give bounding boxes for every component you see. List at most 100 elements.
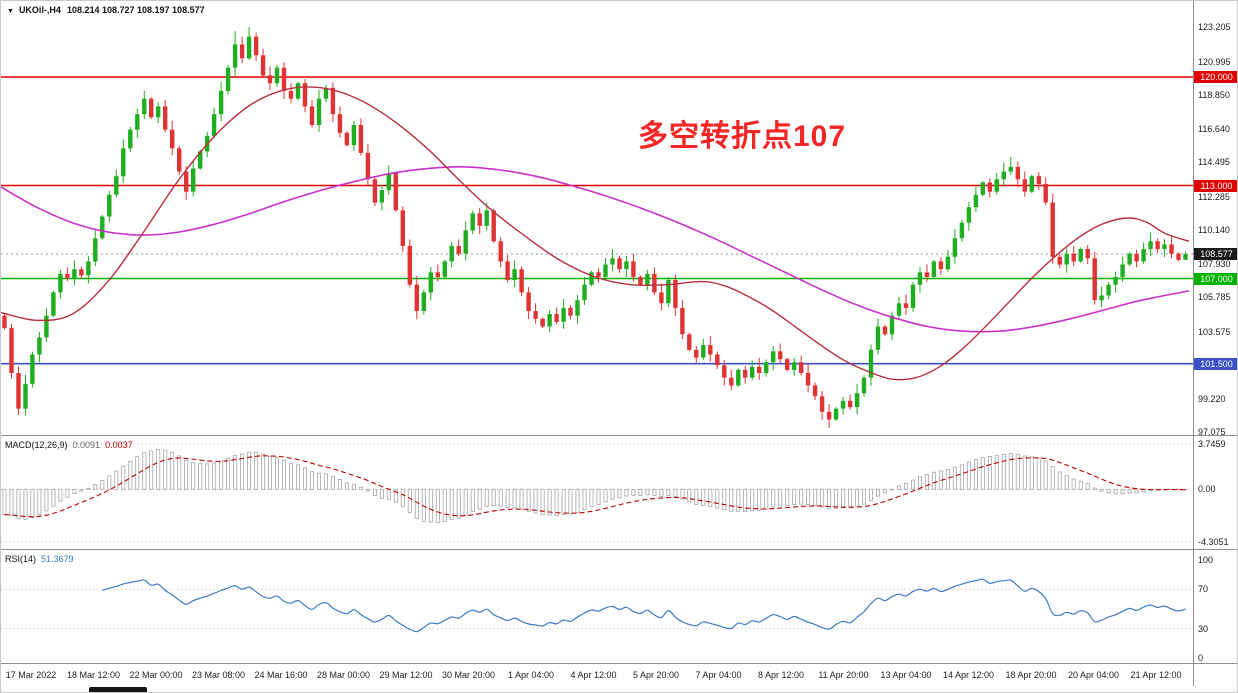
panel-divider[interactable] xyxy=(1,435,1237,438)
panel-divider[interactable] xyxy=(1,663,1237,666)
candle xyxy=(1085,249,1090,259)
candle xyxy=(896,303,902,316)
rsi-axis-label: 100 xyxy=(1198,555,1214,565)
main-price-chart[interactable] xyxy=(1,1,1193,435)
macd-label: MACD(12,26,9) 0.0091 0.0037 xyxy=(5,440,133,450)
candle xyxy=(100,216,105,239)
candle xyxy=(1155,241,1160,250)
rsi-name: RSI(14) xyxy=(5,554,37,564)
time-axis-label: 11 Apr 20:00 xyxy=(818,670,869,680)
time-axis[interactable]: 17 Mar 2022 18 Mar 12:00 22 Mar 00:00 23 Ma… xyxy=(1,665,1193,686)
candle xyxy=(128,129,133,149)
candle xyxy=(232,44,238,68)
candle xyxy=(987,182,992,192)
candle xyxy=(267,75,273,84)
candle xyxy=(736,369,741,386)
candle xyxy=(868,349,874,378)
candle xyxy=(812,385,818,397)
time-axis-label: 5 Apr 20:00 xyxy=(632,670,680,680)
candle xyxy=(826,411,832,420)
rsi-label: RSI(14) 51.3679 xyxy=(5,554,74,564)
candle xyxy=(191,168,196,192)
candle xyxy=(673,280,678,308)
candle xyxy=(799,362,804,373)
candle xyxy=(107,194,112,217)
candle xyxy=(218,90,224,115)
candle xyxy=(701,345,706,358)
candle xyxy=(533,311,538,319)
candle xyxy=(973,194,979,208)
candle xyxy=(652,273,657,293)
candle xyxy=(1169,244,1174,254)
candle xyxy=(980,182,985,195)
candle xyxy=(491,210,496,242)
candle xyxy=(994,179,999,192)
candle xyxy=(771,351,776,363)
candle xyxy=(764,362,769,373)
ohlc-values: 108.214 108.727 108.197 108.577 xyxy=(66,5,205,15)
price-axis-label: 118.850 xyxy=(1198,89,1230,100)
candle xyxy=(470,213,475,231)
candle xyxy=(743,369,748,378)
price-axis-label: 105.785 xyxy=(1198,292,1231,303)
candle xyxy=(603,264,608,277)
candle xyxy=(142,98,147,115)
candle xyxy=(386,173,391,191)
candle xyxy=(365,152,371,180)
candle xyxy=(156,106,161,118)
candle xyxy=(1008,166,1013,172)
candle xyxy=(861,377,867,394)
panel-divider[interactable] xyxy=(1,549,1237,552)
candle xyxy=(575,300,580,316)
candle xyxy=(840,400,846,409)
rsi-indicator-panel[interactable] xyxy=(1,551,1193,663)
candle xyxy=(295,83,301,99)
candle xyxy=(722,365,727,378)
candle xyxy=(93,238,98,262)
candle xyxy=(379,190,385,203)
candle xyxy=(903,303,909,308)
rsi-axis-label: 30 xyxy=(1198,623,1209,634)
macd-signal-value: 0.0037 xyxy=(105,440,133,450)
candle xyxy=(163,106,168,130)
candle xyxy=(51,292,56,316)
candle xyxy=(847,400,853,408)
candle xyxy=(177,148,182,172)
candle xyxy=(694,349,699,358)
price-axis-label: 114.495 xyxy=(1198,157,1230,168)
price-axis-label: 103.575 xyxy=(1198,326,1231,337)
ma-slow-line xyxy=(1,166,1190,333)
macd-main-value: 0.0091 xyxy=(72,440,101,450)
candle xyxy=(882,326,888,335)
candle xyxy=(358,125,364,153)
candle xyxy=(582,284,587,301)
candles-layer xyxy=(2,27,1188,428)
macd-signal-line xyxy=(4,455,1186,518)
candle xyxy=(1036,176,1041,184)
candle xyxy=(1120,264,1125,277)
collapse-arrow-icon[interactable]: ▼ xyxy=(7,8,14,15)
price-axis-label: 112.285 xyxy=(1198,191,1230,202)
time-axis-label: 7 Apr 04:00 xyxy=(695,670,742,680)
price-level-badge: 107.000 xyxy=(1194,272,1237,285)
candle xyxy=(1099,295,1104,301)
rsi-axis-label: 70 xyxy=(1198,584,1209,595)
candle xyxy=(239,44,245,59)
taskbar-tab[interactable] xyxy=(89,687,147,692)
candle xyxy=(246,36,252,59)
candle xyxy=(952,238,958,257)
price-axis-label: 110.140 xyxy=(1198,224,1230,235)
candle xyxy=(505,261,510,280)
time-axis-label: 4 Apr 12:00 xyxy=(570,670,617,680)
candle xyxy=(65,273,70,279)
candle xyxy=(750,366,755,378)
chart-title: ▼ UKOil-,H4 108.214 108.727 108.197 108.57… xyxy=(7,5,205,15)
candle xyxy=(449,245,454,262)
candle xyxy=(323,87,329,99)
macd-indicator-panel[interactable] xyxy=(1,437,1193,549)
price-axis-separator xyxy=(1193,1,1194,686)
rsi-value: 51.3679 xyxy=(41,554,74,564)
candle xyxy=(910,284,916,308)
candle xyxy=(44,315,49,338)
